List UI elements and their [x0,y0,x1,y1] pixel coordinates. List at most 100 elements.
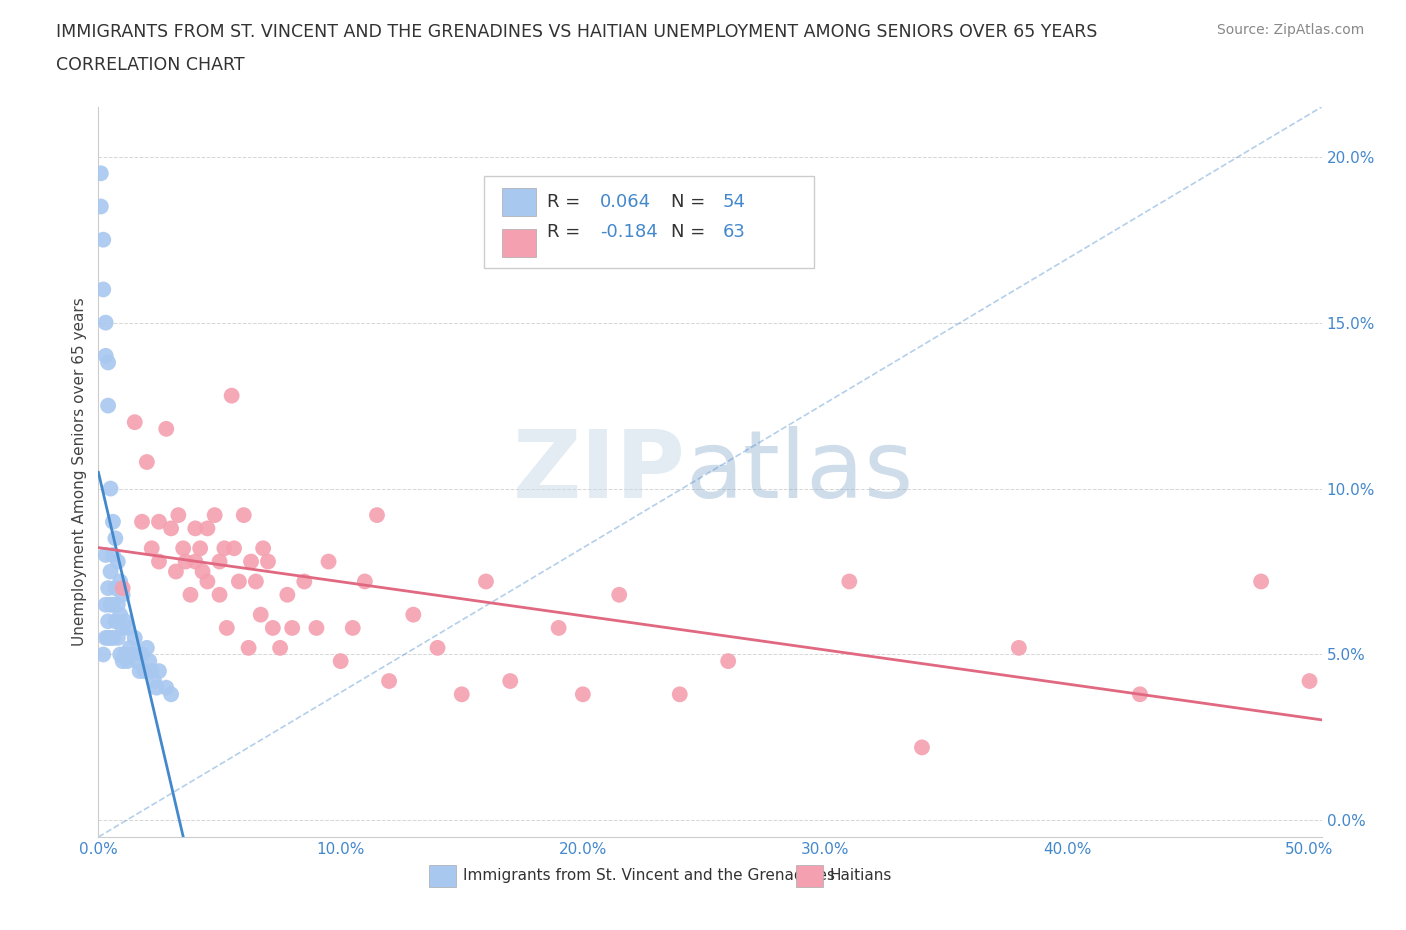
Point [155,421,177,436]
Point [104,614,127,629]
Point [354,574,377,589]
Point [1298,673,1320,688]
Point [1129,687,1152,702]
Point [172,541,194,556]
Point [138,654,160,669]
Point [91,282,114,297]
Point [111,588,134,603]
Point [101,514,124,529]
Point [262,620,284,635]
Point [110,607,132,622]
FancyBboxPatch shape [796,865,823,886]
Point [141,664,163,679]
Point [107,631,129,645]
Point [114,614,136,629]
Point [342,620,364,635]
Point [214,541,236,556]
Point [249,607,271,622]
Point [94,597,117,612]
Point [94,548,117,563]
Text: ZIP: ZIP [513,426,686,518]
Point [111,654,134,669]
Point [117,620,139,635]
Point [104,531,127,546]
Point [104,580,127,595]
Point [91,647,114,662]
Point [110,647,132,662]
Point [245,574,267,589]
Point [107,597,129,612]
Point [97,614,120,629]
Text: atlas: atlas [686,426,914,518]
Point [197,521,219,536]
Point [204,508,226,523]
Point [191,565,214,579]
Point [167,508,190,523]
Point [1008,641,1031,656]
Point [838,574,860,589]
Point [188,541,211,556]
Point [131,647,153,662]
Point [160,521,183,536]
Point [174,554,197,569]
Point [252,541,274,556]
Text: IMMIGRANTS FROM ST. VINCENT AND THE GRENADINES VS HAITIAN UNEMPLOYMENT AMONG SEN: IMMIGRANTS FROM ST. VINCENT AND THE GREN… [56,23,1098,41]
Point [94,349,117,364]
Point [143,673,166,688]
Text: N =: N = [671,193,711,211]
Point [165,565,187,579]
Text: N =: N = [671,223,711,241]
Point [179,588,201,603]
Point [232,508,254,523]
Point [94,315,117,330]
Text: Haitians: Haitians [830,869,893,883]
Point [97,631,120,645]
Point [131,514,153,529]
Point [276,588,298,603]
FancyBboxPatch shape [429,865,456,886]
Text: 0.064: 0.064 [600,193,651,211]
Point [141,541,163,556]
Point [107,554,129,569]
Point [208,588,231,603]
Point [240,554,263,569]
Point [100,565,122,579]
Point [134,664,156,679]
FancyBboxPatch shape [502,230,536,257]
Point [97,580,120,595]
Point [281,620,304,635]
Point [257,554,280,569]
Point [184,521,207,536]
Point [366,508,388,523]
Point [450,687,472,702]
Point [145,680,167,695]
Point [117,654,139,669]
Point [221,388,243,403]
Point [100,481,122,496]
FancyBboxPatch shape [502,189,536,216]
Point [90,166,112,180]
Point [292,574,315,589]
Text: -0.184: -0.184 [600,223,658,241]
Point [128,664,150,679]
Point [135,455,157,470]
Point [208,554,231,569]
Point [111,580,134,595]
Point [118,641,141,656]
Point [269,641,291,656]
Point [378,673,401,688]
Y-axis label: Unemployment Among Seniors over 65 years: Unemployment Among Seniors over 65 years [72,298,87,646]
Point [572,687,595,702]
Point [160,687,183,702]
Point [148,514,170,529]
Point [114,647,136,662]
Point [124,415,146,430]
Point [215,620,238,635]
Point [155,680,177,695]
Point [90,199,112,214]
Point [426,641,449,656]
Point [100,631,122,645]
Point [238,641,260,656]
Point [101,548,124,563]
Point [121,647,143,662]
